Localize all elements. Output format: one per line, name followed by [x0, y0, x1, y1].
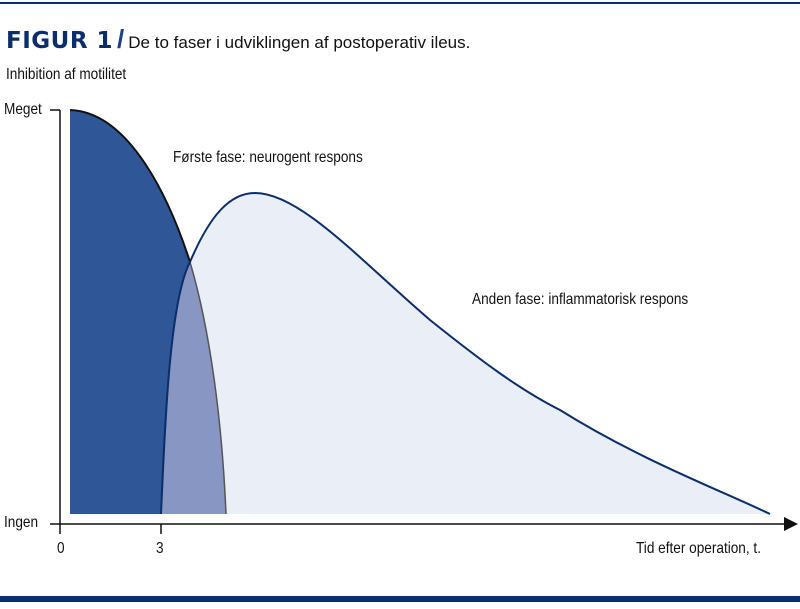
phase2-area — [161, 193, 770, 514]
title-separator: / — [117, 24, 125, 54]
y-bottom-label: Ingen — [4, 514, 39, 531]
phase2-curve — [160, 191, 771, 515]
figure-label: FIGUR 1 — [6, 28, 114, 54]
x-axis-arrow — [784, 517, 798, 531]
overlap-area — [161, 262, 226, 514]
x-tick-0: 0 — [57, 540, 65, 557]
x-tick-3: 3 — [156, 540, 164, 557]
y-top-label: Meget — [4, 101, 42, 118]
top-rule — [0, 2, 800, 4]
bottom-rule — [0, 596, 800, 602]
phase1-curve-lower — [189, 261, 227, 515]
y-axis-label: Inhibition af motilitet — [6, 66, 127, 83]
phase2-annotation: Anden fase: inflammatorisk respons — [472, 291, 689, 308]
x-axis-label: Tid efter operation, t. — [636, 540, 761, 557]
phase1-annotation: Første fase: neurogent respons — [173, 149, 363, 166]
figure-caption: De to faser i udviklingen af postoperati… — [128, 33, 471, 52]
phase1-curve — [69, 109, 191, 263]
figure-title: FIGUR 1/De to faser i udviklingen af pos… — [6, 24, 470, 55]
